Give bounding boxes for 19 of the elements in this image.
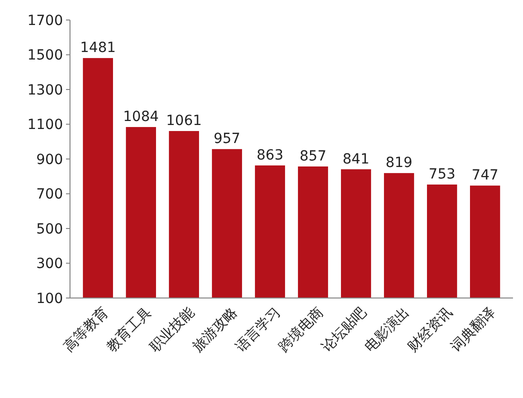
y-tick-label: 100 (36, 290, 63, 307)
y-tick-label: 500 (36, 221, 63, 238)
y-tick-label: 700 (36, 186, 63, 203)
y-tick-label: 900 (36, 152, 63, 168)
data-label: 747 (472, 168, 498, 184)
y-tick-label: 1300 (27, 82, 63, 98)
data-label: 819 (386, 155, 412, 172)
data-label: 1061 (166, 113, 202, 130)
data-label: 1481 (80, 40, 116, 56)
y-tick-label: 300 (36, 256, 63, 272)
data-label: 753 (428, 166, 456, 183)
data-label: 1084 (123, 109, 159, 126)
data-label: 957 (214, 131, 240, 148)
y-tick-label: 1100 (27, 117, 63, 134)
y-tick-label: 1700 (27, 12, 63, 29)
y-tick-label: 1500 (27, 48, 63, 64)
data-label: 857 (300, 148, 326, 164)
data-label: 841 (342, 151, 370, 168)
data-label: 863 (256, 147, 284, 164)
